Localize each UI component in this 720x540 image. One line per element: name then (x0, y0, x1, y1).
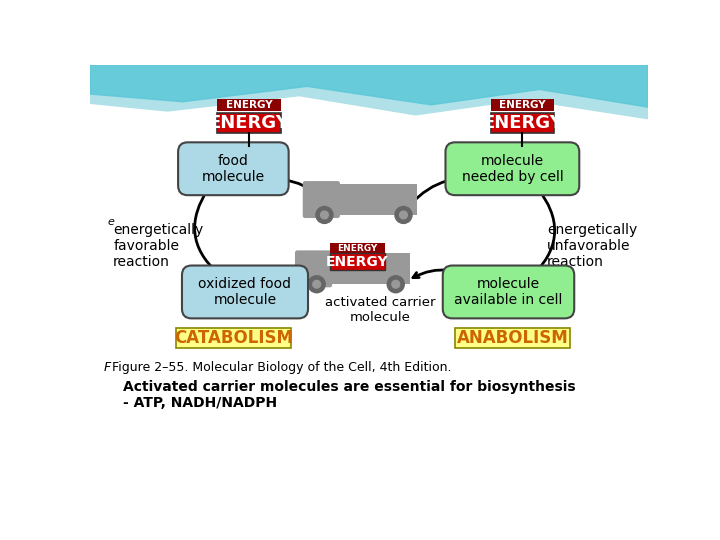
FancyBboxPatch shape (330, 244, 384, 253)
Text: CATABOLISM: CATABOLISM (174, 329, 293, 347)
FancyBboxPatch shape (443, 266, 575, 319)
FancyBboxPatch shape (446, 143, 580, 195)
FancyBboxPatch shape (336, 184, 418, 215)
FancyBboxPatch shape (302, 181, 340, 218)
FancyBboxPatch shape (176, 328, 291, 348)
Text: activated carrier
molecule: activated carrier molecule (325, 296, 436, 324)
Circle shape (312, 280, 320, 288)
Text: food
molecule: food molecule (202, 154, 265, 184)
Text: F: F (104, 361, 111, 374)
Polygon shape (90, 65, 648, 119)
FancyBboxPatch shape (217, 99, 281, 111)
FancyBboxPatch shape (330, 253, 384, 271)
Text: ENERGY: ENERGY (482, 113, 563, 132)
FancyBboxPatch shape (295, 251, 332, 287)
Text: energetically
favorable
reaction: energetically favorable reaction (113, 222, 204, 269)
FancyBboxPatch shape (217, 112, 281, 132)
Text: energetically
unfavorable
reaction: energetically unfavorable reaction (547, 222, 637, 269)
Text: oxidized food
molecule: oxidized food molecule (199, 277, 292, 307)
FancyBboxPatch shape (455, 328, 570, 348)
FancyBboxPatch shape (490, 112, 554, 132)
Circle shape (308, 276, 325, 293)
Text: molecule
needed by cell: molecule needed by cell (462, 154, 563, 184)
Circle shape (392, 280, 400, 288)
Text: ENERGY: ENERGY (326, 255, 389, 269)
FancyBboxPatch shape (182, 266, 308, 319)
Text: ENERGY: ENERGY (337, 244, 377, 253)
FancyBboxPatch shape (490, 99, 554, 111)
Text: - ATP, NADH/NADPH: - ATP, NADH/NADPH (122, 396, 276, 410)
Text: e: e (107, 217, 114, 227)
FancyBboxPatch shape (178, 143, 289, 195)
Text: Figure 2–55. Molecular Biology of the Cell, 4th Edition.: Figure 2–55. Molecular Biology of the Ce… (112, 361, 451, 374)
Circle shape (320, 211, 328, 219)
Text: ANABOLISM: ANABOLISM (456, 329, 568, 347)
Circle shape (316, 206, 333, 224)
Circle shape (400, 211, 408, 219)
Circle shape (387, 276, 404, 293)
Circle shape (395, 206, 412, 224)
Text: Activated carrier molecules are essential for biosynthesis: Activated carrier molecules are essentia… (122, 381, 575, 395)
Text: ENERGY: ENERGY (225, 100, 272, 110)
Polygon shape (90, 65, 648, 107)
Text: ENERGY: ENERGY (499, 100, 546, 110)
FancyBboxPatch shape (328, 253, 410, 284)
Text: ENERGY: ENERGY (208, 113, 289, 132)
Text: molecule
available in cell: molecule available in cell (454, 277, 563, 307)
